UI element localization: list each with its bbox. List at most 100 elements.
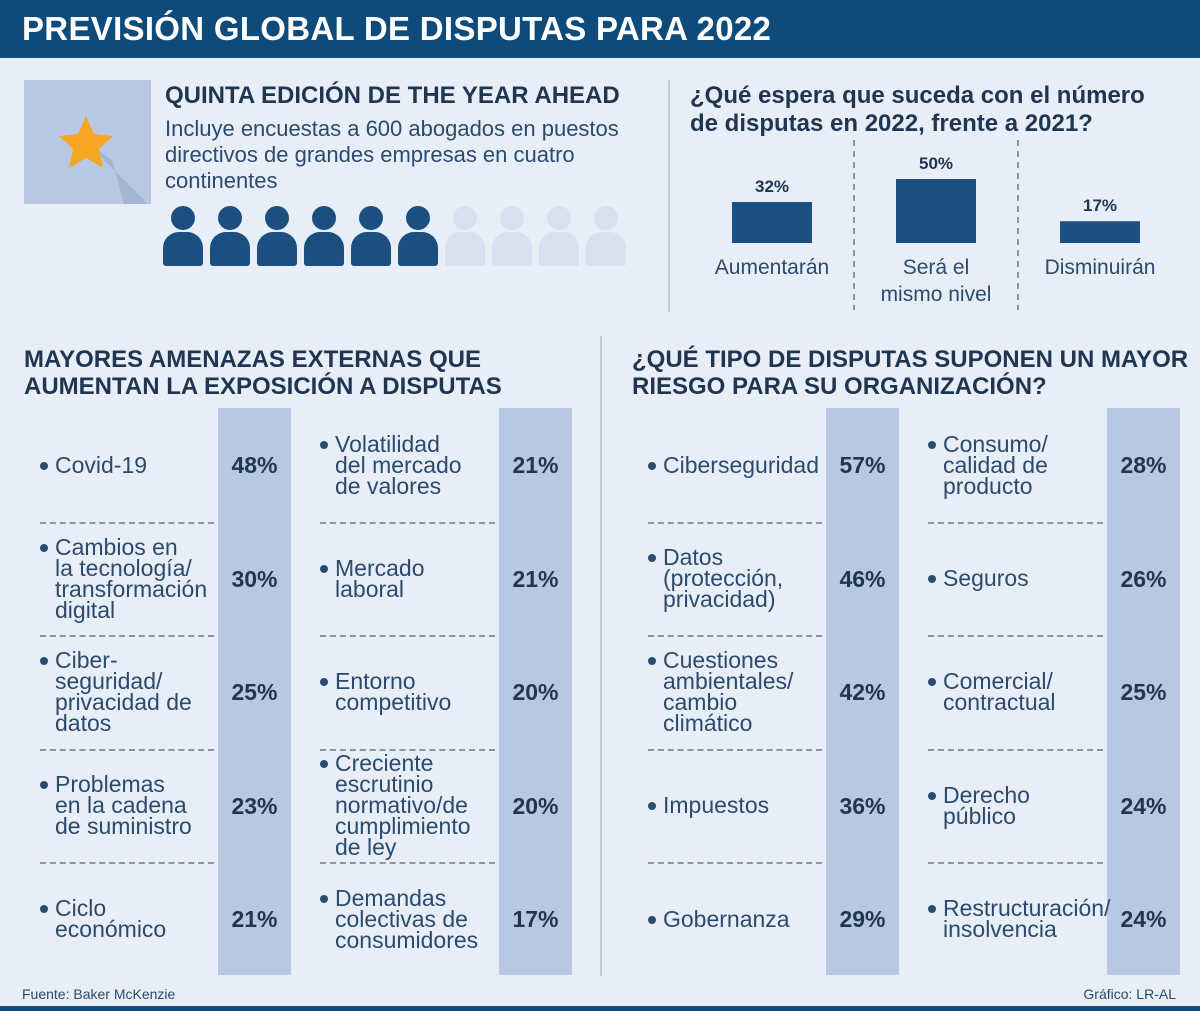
bullet: [648, 461, 656, 470]
row-value: 30%: [231, 565, 278, 592]
bullet: [40, 657, 48, 665]
bullet: [40, 905, 48, 913]
row-divider: [40, 862, 214, 864]
row-label-line: Consumo/: [943, 430, 1048, 457]
row-label-line: privacidad de: [55, 689, 192, 715]
row-label-line: de valores: [335, 472, 442, 499]
category-label: Aumentarán: [715, 256, 829, 279]
row-value: 17%: [512, 906, 559, 932]
row-value: 25%: [1120, 679, 1167, 705]
header-bar: PREVISIÓN GLOBAL DE DISPUTAS PARA 2022: [0, 0, 1200, 58]
row-label-line: insolvencia: [943, 916, 1057, 942]
person-icon: [210, 206, 250, 266]
row-label-line: normativo/de: [335, 792, 468, 818]
person-icon: [445, 206, 485, 266]
row-label-line: público: [943, 802, 1016, 829]
threats-title: MAYORES AMENAZAS EXTERNAS QUE AUMENTAN L…: [24, 346, 502, 400]
row-divider: [648, 862, 822, 864]
row-label-line: calidad de: [943, 451, 1048, 478]
person-icon: [351, 206, 391, 266]
table-row: Entorno competitivo 20%: [320, 635, 572, 748]
row-label-line: la tecnología/: [55, 554, 192, 581]
row-value: 25%: [231, 679, 278, 705]
star-icon: [59, 116, 151, 204]
page-title: PREVISIÓN GLOBAL DE DISPUTAS PARA 2022: [22, 10, 772, 47]
person-icon: [163, 206, 203, 266]
row-label-line: Entorno: [335, 668, 416, 694]
row-label: Ciber-seguridad/privacidad de datos: [55, 649, 192, 735]
table-row: Ciclo económico 21%: [40, 862, 291, 975]
row-divider: [648, 521, 822, 524]
row-label-line: Comercial/: [943, 668, 1053, 694]
person-icon: [492, 206, 532, 266]
table-row: Cuestiones ambientales/cambio climático 42%: [648, 635, 899, 748]
row-value: 29%: [839, 906, 886, 932]
row-label: Seguros: [943, 567, 1029, 590]
category-label: Disminuirán: [1045, 256, 1156, 279]
row-label-line: transformación: [55, 575, 208, 602]
table-row: Mercado laboral 21%: [320, 522, 572, 635]
table-row: Ciberseguridad 57%: [648, 408, 899, 521]
bullet: [320, 760, 328, 768]
row-value: 24%: [1120, 792, 1167, 819]
row-label-line: cambio: [663, 689, 738, 715]
person-icon: [257, 206, 297, 266]
table-row: Problemas en la cadena de suministro 23%: [40, 749, 291, 862]
bullet: [40, 461, 48, 470]
row-value: 21%: [512, 565, 559, 592]
row-label-line: competitivo: [335, 689, 452, 715]
row-divider: [40, 521, 214, 524]
row-value: 23%: [231, 792, 278, 819]
row-label-line: Ciberseguridad: [663, 451, 819, 478]
person-icon: [539, 206, 579, 266]
row-label: Creciente escrutinio normativo/de cumplimie…: [335, 752, 471, 859]
table-row: Ciber-seguridad/privacidad de datos 25%: [40, 635, 291, 748]
row-label-line: colectivas de: [335, 905, 468, 932]
row-label-line: Datos: [663, 544, 724, 570]
value-column-band: [826, 408, 899, 975]
bullet: [648, 802, 656, 810]
table-row: Restructuración/insolvencia 24%: [928, 862, 1180, 975]
bullet: [648, 554, 656, 562]
row-label: Cuestiones ambientales/cambio climático: [663, 649, 793, 735]
row-label-line: privacidad): [663, 586, 776, 612]
row-divider: [928, 635, 1103, 637]
row-label-line: de suministro: [55, 813, 192, 839]
bullet: [928, 791, 936, 800]
row-value: 28%: [1120, 452, 1167, 478]
table-row: Derecho público 24%: [928, 749, 1180, 862]
row-divider: [928, 862, 1103, 864]
row-label-line: Gobernanza: [663, 905, 790, 932]
row-label: Restructuración/insolvencia: [943, 897, 1110, 942]
bullet: [928, 440, 936, 449]
row-label: Mercado laboral: [335, 556, 424, 600]
row-divider: [40, 635, 214, 637]
row-label-line: cumplimiento: [335, 813, 471, 839]
bar-value-label: 17%: [1083, 196, 1117, 215]
bar: [896, 179, 976, 243]
row-label-line: del mercado: [335, 451, 462, 478]
table-row: Demandas colectivas de consumidores 17%: [320, 862, 572, 975]
table-row: Consumo/calidad de producto 28%: [928, 408, 1180, 521]
row-value: 36%: [839, 792, 886, 819]
row-label-line: Demandas: [335, 884, 447, 911]
bullet: [320, 894, 328, 903]
row-label: Datos (protección, privacidad): [663, 544, 784, 612]
bullet: [320, 678, 328, 686]
table-row: Gobernanza 29%: [648, 862, 899, 975]
intro-text: Incluye encuestas a 600 abogados en pues…: [165, 116, 619, 193]
person-icon: [304, 206, 344, 266]
row-label-line: Covid-19: [55, 451, 148, 478]
divider-top: [668, 80, 670, 312]
row-value: 42%: [839, 679, 886, 705]
value-column-band: [218, 408, 291, 975]
row-divider: [928, 748, 1103, 751]
row-divider: [320, 748, 495, 751]
table-row: Volatilidad del mercado de valores 21%: [320, 408, 572, 521]
table-row: Impuestos 36%: [648, 749, 899, 862]
row-label-line: (protección,: [663, 565, 784, 591]
footer-bar: [0, 1006, 1200, 1011]
row-label-line: consumidores: [335, 926, 479, 953]
expectation-bar-chart: 32% Aumentarán 50% Será el mismo nivel 17% Dis…: [715, 140, 1156, 310]
table-row: Datos (protección, privacidad) 46%: [648, 522, 899, 635]
